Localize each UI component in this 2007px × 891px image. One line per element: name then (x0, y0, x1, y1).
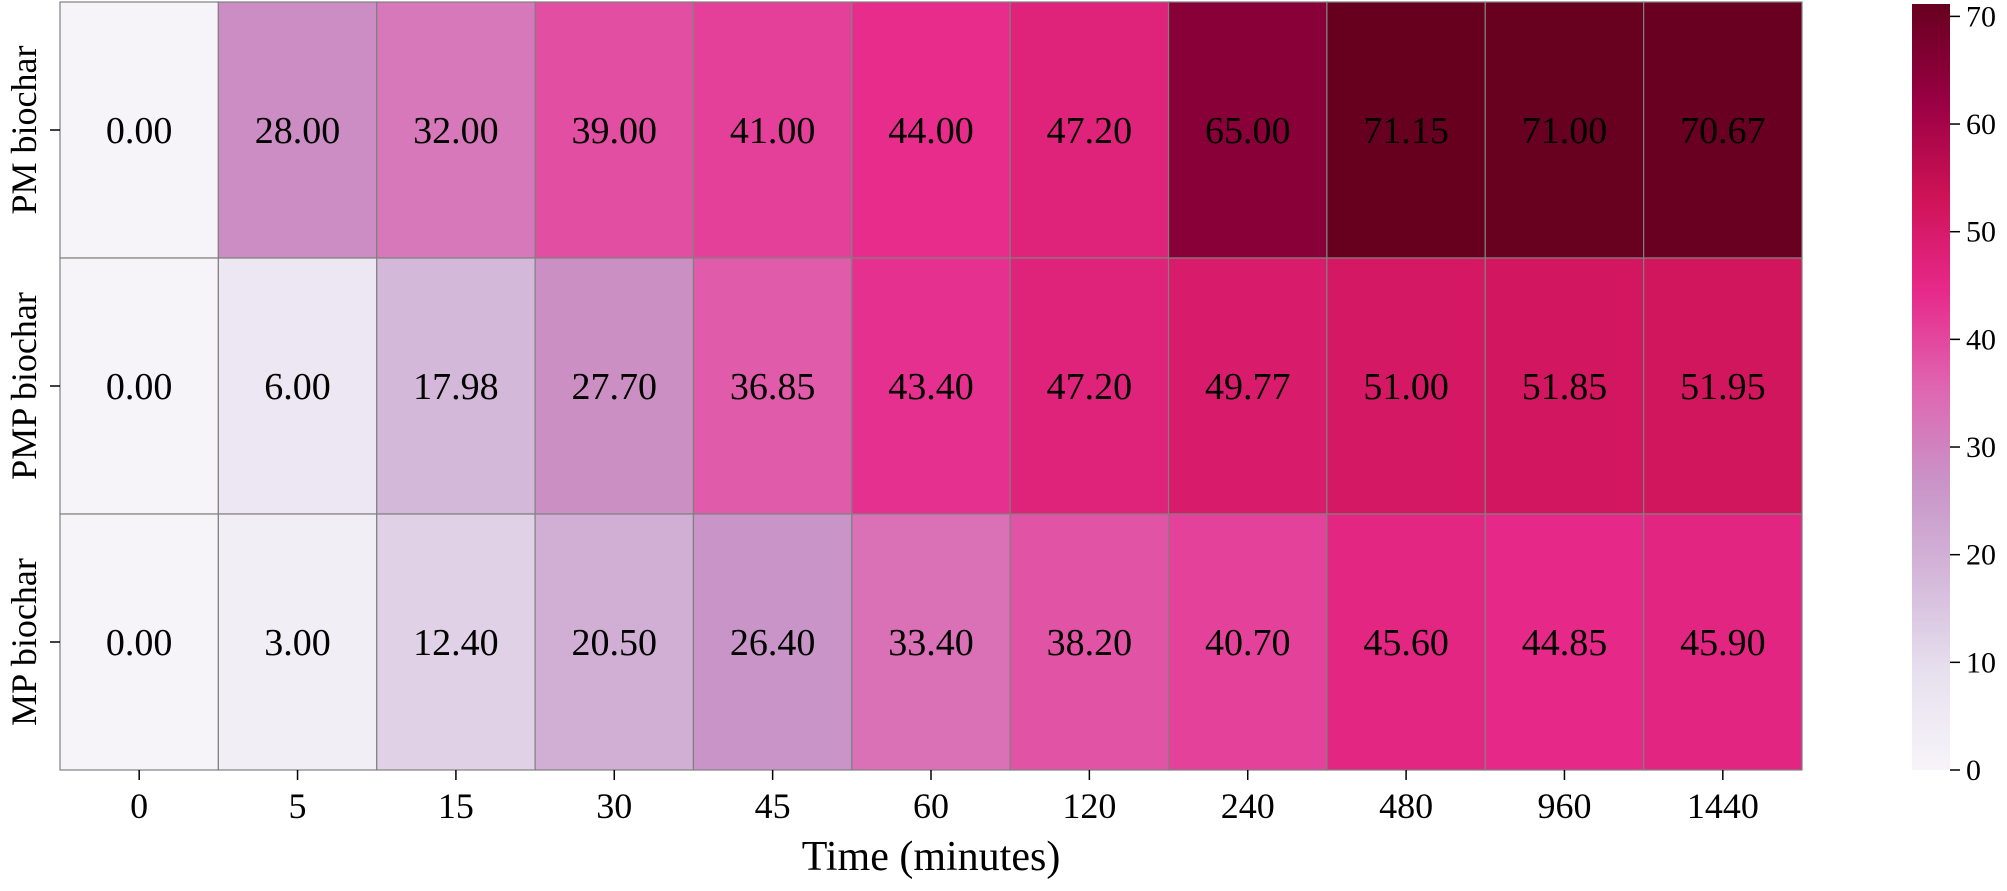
cell-value-label: 65.00 (1205, 110, 1291, 152)
x-tick-label: 30 (596, 786, 632, 826)
cell-value-label: 12.40 (413, 622, 499, 664)
x-tick-label: 60 (913, 786, 949, 826)
cell-value-label: 51.85 (1522, 366, 1608, 408)
heatmap-cell (217, 257, 378, 515)
heatmap-cell (59, 1, 219, 259)
heatmap-cell-labels: 0.00 28.00 32.00 39.00 41.00 44.00 47.20 65.00 7… (106, 110, 1766, 664)
cell-value-label: 20.50 (572, 622, 658, 664)
heatmap-cell (1326, 513, 1486, 771)
cell-value-label: 44.85 (1522, 622, 1608, 664)
colorbar-tick-label: 20 (1966, 539, 1996, 572)
x-tick-label: 1440 (1687, 786, 1759, 826)
cell-value-label: 0.00 (106, 366, 173, 408)
cell-value-label: 45.90 (1680, 622, 1766, 664)
heatmap-cell (376, 513, 536, 771)
x-axis-title: Time (minutes) (802, 834, 1061, 880)
heatmap-cell (1643, 1, 1803, 259)
x-tick-label: 480 (1379, 786, 1433, 826)
heatmap-cell (534, 1, 695, 259)
cell-value-label: 70.67 (1680, 110, 1766, 152)
cell-value-label: 0.00 (106, 110, 173, 152)
cell-value-label: 41.00 (730, 110, 816, 152)
heatmap-cell (217, 1, 378, 259)
cell-value-label: 51.95 (1680, 366, 1766, 408)
cell-value-label: 6.00 (264, 366, 331, 408)
heatmap-cell (1326, 257, 1486, 515)
heatmap-cell (851, 513, 1011, 771)
heatmap-axes: 0 5 15 30 45 60 120 240 480 960 1440 PM biochar PMP … (4, 46, 1759, 826)
heatmap-cell (534, 257, 695, 515)
cell-value-label: 40.70 (1205, 622, 1291, 664)
x-tick-label: 120 (1062, 786, 1116, 826)
cell-value-label: 51.00 (1363, 366, 1449, 408)
cell-value-label: 39.00 (572, 110, 658, 152)
heatmap-cell (1484, 257, 1645, 515)
cell-value-label: 43.40 (888, 366, 974, 408)
cell-value-label: 38.20 (1047, 622, 1133, 664)
heatmap-cell (1009, 1, 1170, 259)
colorbar-tick-label: 50 (1966, 216, 1996, 249)
heatmap-cell (1167, 257, 1328, 515)
cell-value-label: 32.00 (413, 110, 499, 152)
heatmap-cell (1009, 257, 1170, 515)
x-tick-label: 15 (438, 786, 474, 826)
x-tick-label: 240 (1221, 786, 1275, 826)
cell-value-label: 36.85 (730, 366, 816, 408)
colorbar-tick-label: 70 (1966, 0, 1996, 33)
cell-value-label: 71.00 (1522, 110, 1608, 152)
heatmap-cell (376, 257, 536, 515)
x-tick-label: 5 (289, 786, 307, 826)
colorbar-tick-label: 40 (1966, 323, 1996, 356)
heatmap-cell (851, 1, 1011, 259)
heatmap-cell (1484, 1, 1645, 259)
cell-value-label: 49.77 (1205, 366, 1291, 408)
cell-value-label: 44.00 (888, 110, 974, 152)
cell-value-label: 33.40 (888, 622, 974, 664)
y-tick-label: PM biochar (4, 46, 44, 215)
y-tick-label: MP biochar (4, 558, 44, 726)
x-tick-label: 960 (1537, 786, 1591, 826)
cell-value-label: 47.20 (1047, 366, 1133, 408)
cell-value-label: 26.40 (730, 622, 816, 664)
heatmap-cell (692, 257, 853, 515)
heatmap-cell (1643, 257, 1803, 515)
heatmap-cell (59, 257, 219, 515)
heatmap-cell (692, 513, 853, 771)
heatmap-cell (376, 1, 536, 259)
cell-value-label: 0.00 (106, 622, 173, 664)
heatmap-cell (59, 513, 219, 771)
colorbar-gradient (1912, 4, 1950, 770)
cell-value-label: 3.00 (264, 622, 331, 664)
cell-value-label: 28.00 (255, 110, 341, 152)
y-tick-label: PMP biochar (4, 292, 44, 480)
heatmap-cell (692, 1, 853, 259)
colorbar-tick-label: 0 (1966, 754, 1981, 787)
cell-value-label: 47.20 (1047, 110, 1133, 152)
x-tick-label: 45 (755, 786, 791, 826)
colorbar: 0 10 20 30 40 50 60 70 (1912, 0, 1996, 787)
cell-value-label: 17.98 (413, 366, 499, 408)
x-tick-label: 0 (130, 786, 148, 826)
cell-value-label: 45.60 (1363, 622, 1449, 664)
colorbar-tick-label: 30 (1966, 431, 1996, 464)
cell-value-label: 27.70 (572, 366, 658, 408)
heatmap-cell (534, 513, 695, 771)
heatmap-cell (851, 257, 1011, 515)
cell-value-label: 71.15 (1363, 110, 1449, 152)
heatmap-cell (1167, 1, 1328, 259)
heatmap-cell (1643, 513, 1803, 771)
colorbar-tick-label: 10 (1966, 646, 1996, 679)
colorbar-tick-label: 60 (1966, 108, 1996, 141)
heatmap-cell (1009, 513, 1170, 771)
heatmap-cells (59, 1, 1803, 771)
